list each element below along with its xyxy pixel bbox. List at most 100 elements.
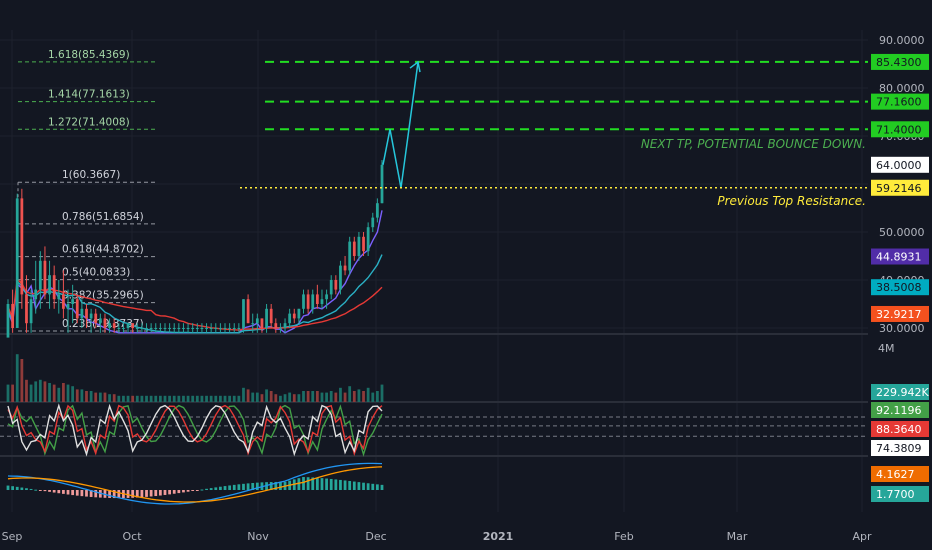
macd-hist-bar-75 [352,481,356,490]
grid-lines [0,30,868,512]
candle-body-77 [362,236,365,252]
macd-signal-line [7,466,383,503]
price-tag-1-text: 44.8931 [876,251,922,264]
candle-body-41 [195,328,199,329]
macd-hist-bar-37 [177,490,181,494]
volume-bar-53 [251,392,255,402]
candle-body-73 [343,265,347,271]
candle-body-22 [108,323,111,328]
volume-bar-9 [48,383,51,402]
y-tick-label-1: 80.0000 [879,82,925,95]
candle-body-19 [94,313,98,324]
price-tag-3-text: 32.9217 [876,308,922,321]
projection-arrow-head [409,60,421,73]
volume-pane: 4M [6,342,895,402]
volume-bar-52 [246,389,250,402]
macd-hist-bar-24 [117,490,121,499]
candle-body-24 [117,328,121,329]
macd-hist-bar-76 [357,482,361,490]
macd-hist-bar-5 [29,488,33,490]
macd-hist-bar-46 [219,486,222,490]
resistance-tag-bg [871,179,929,196]
x-tick-label-0: Sep [2,530,23,543]
macd-hist-bar-39 [186,490,190,492]
candle-body-26 [126,323,130,328]
macd-hist-bar-31 [149,490,153,497]
candle-body-74 [348,241,352,271]
price-tag-1-bg [871,248,929,265]
candle-body-52 [246,299,250,324]
macd-hist-bar-41 [195,490,199,491]
volume-bar-79 [371,392,375,402]
macd-hist-bar-42 [200,489,204,491]
projection-arrow [409,60,421,73]
volume-bar-22 [108,394,111,402]
candle-body-8 [43,260,47,295]
volume-bar-57 [269,391,273,402]
macd-hist-bar-45 [214,487,218,490]
volume-bar-20 [98,392,102,402]
time-axis[interactable]: Sep Oct Nov Dec 2021 Feb Mar Apr [2,530,872,543]
candle-body-43 [205,328,208,329]
candle-body-6 [34,289,38,300]
x-tick-label-5: Feb [614,530,633,543]
tp-annotation: NEXT TP, POTENTIAL BOUNCE DOWN. [641,137,866,151]
volume-bar-62 [292,394,296,402]
price-tag-2-text: 38.5008 [876,281,922,294]
volume-bar-29 [140,395,144,402]
volume-bar-7 [38,379,42,402]
macd-hist-bar-40 [191,490,195,491]
macd-hist-bar-77 [362,482,365,490]
macd-hist-bar-16 [80,490,84,497]
candle-body-37 [177,328,181,329]
macd-hist-bar-36 [172,490,176,494]
y-tick-label-0: 90.0000 [879,34,925,47]
ma-slow-line [7,277,383,331]
volume-bar-48 [228,395,232,402]
volume-bar-6 [34,381,38,402]
macd-hist-bar-12 [62,490,65,494]
candle-body-53 [251,323,255,325]
volume-bar-32 [154,395,158,402]
osc-tag-2-text: 74.3809 [876,442,922,455]
x-tick-label-6: Mar [727,530,748,543]
macd-hist-bar-65 [306,477,310,490]
macd-hist-bar-58 [274,481,278,490]
macd-hist-bar-10 [52,490,56,493]
volume-bar-69 [325,392,328,402]
candle-body-7 [38,260,42,290]
volume-bar-72 [339,387,342,402]
volume-bar-56 [265,389,268,402]
candle-body-51 [242,299,245,328]
fib-label-4: 0.786(51.6854) [62,211,144,223]
volume-bar-65 [306,391,310,402]
candle-body-20 [98,318,102,324]
volume-bar-76 [357,389,361,402]
candle-body-17 [85,308,88,319]
macd-hist-bar-0 [6,485,10,490]
candle-body-54 [255,318,259,324]
volume-bar-10 [52,384,56,402]
candle-body-32 [154,328,158,329]
y-tick-label-4: 50.0000 [879,226,925,239]
candle-body-29 [140,328,144,329]
price-pane[interactable]: 1.618(85.4369) 1.414(77.1613) 1.272(71.400… [6,49,868,338]
macd-hist-bar-33 [158,490,162,496]
fib-label-1: 1.414(77.1613) [48,89,130,101]
candle-body-1 [11,304,15,328]
candle-body-42 [200,328,204,329]
macd-hist-bar-28 [135,490,139,498]
macd-hist-bar-15 [75,490,79,496]
macd-hist-bar-59 [279,481,282,490]
projection-path [382,61,419,188]
macd-hist-bar-27 [131,490,135,498]
volume-bar-74 [348,386,352,402]
volume-bar-27 [131,395,135,402]
candle-body-62 [292,313,296,319]
volume-bar-58 [274,394,278,402]
macd-hist-bar-54 [255,482,259,490]
macd-hist-bar-51 [242,483,245,490]
price-tag-2-bg [871,279,929,296]
